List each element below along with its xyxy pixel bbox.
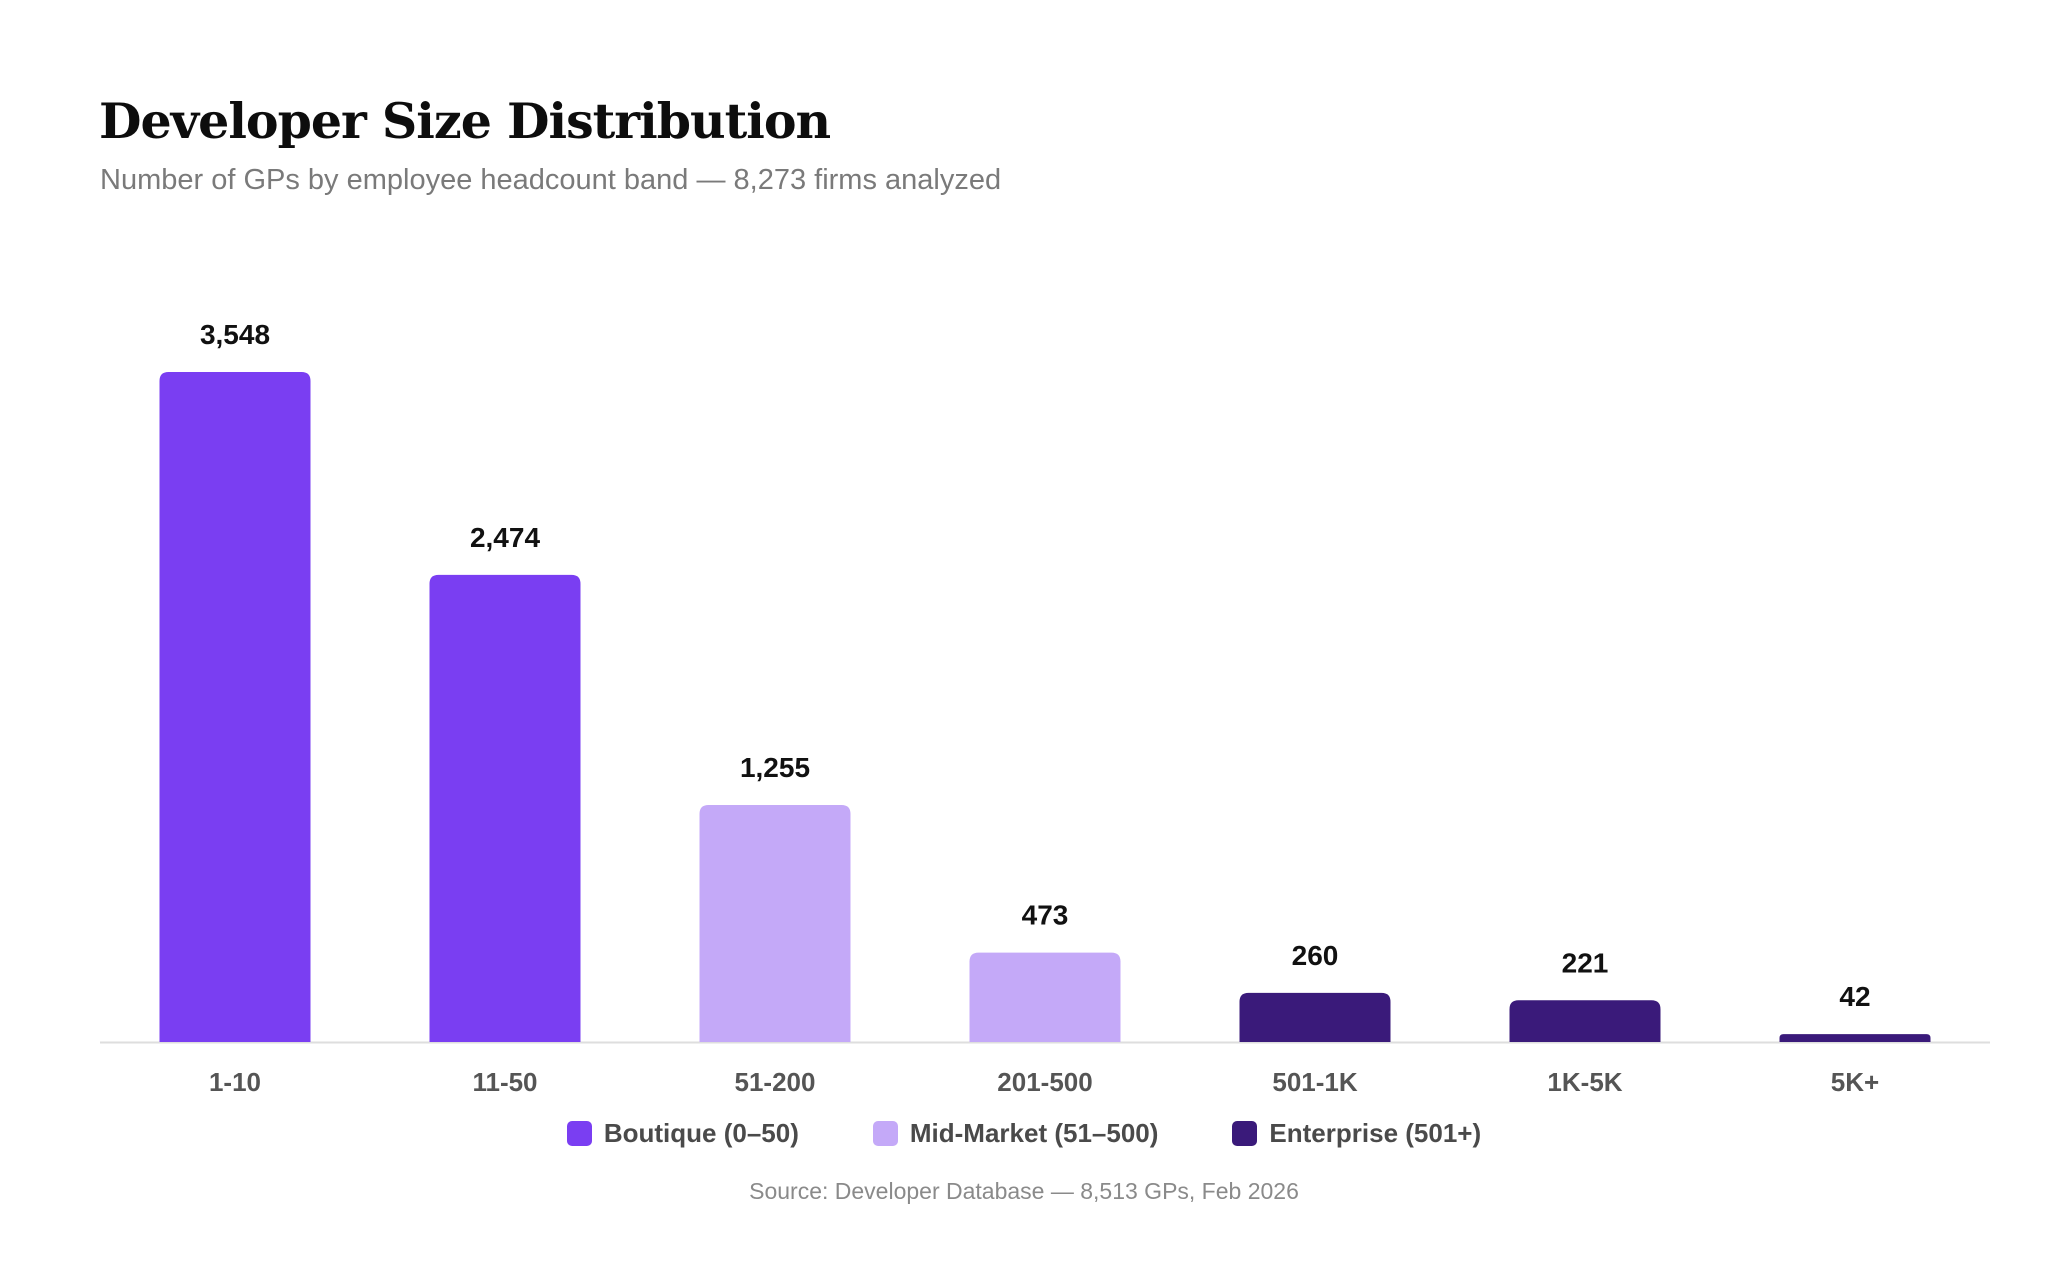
chart-title: Developer Size Distribution [99, 92, 831, 150]
bar-501-1K [1239, 992, 1391, 1042]
chart-legend: Boutique (0–50) Mid-Market (51–500) Ente… [0, 1118, 2048, 1149]
x-tick-label-1-10: 1-10 [209, 1067, 261, 1097]
legend-label-enterprise: Enterprise (501+) [1269, 1118, 1482, 1148]
legend-item-enterprise: Enterprise (501+) [1232, 1118, 1481, 1149]
legend-label-mid-market: Mid-Market (51–500) [909, 1118, 1159, 1148]
value-label-201-500: 473 [1022, 900, 1069, 931]
bar-201-500 [969, 952, 1121, 1042]
source-note: Source: Developer Database — 8,513 GPs, … [749, 1178, 1299, 1204]
legend-swatch-mid-market [872, 1121, 898, 1146]
legend-swatch-boutique [566, 1121, 592, 1146]
legend-item-boutique: Boutique (0–50) [566, 1118, 799, 1149]
value-label-5K+: 42 [1839, 981, 1870, 1012]
x-tick-label-201-500: 201-500 [997, 1067, 1092, 1097]
value-label-501-1K: 260 [1292, 940, 1339, 971]
bar-11-50 [429, 574, 581, 1042]
legend-swatch-enterprise [1232, 1121, 1258, 1146]
bar-1-10 [159, 372, 311, 1042]
value-label-1-10: 3,548 [200, 319, 270, 350]
value-label-11-50: 2,474 [470, 522, 540, 553]
legend-label-boutique: Boutique (0–50) [603, 1118, 799, 1148]
chart-subtitle: Number of GPs by employee headcount band… [100, 164, 1002, 196]
value-label-1K-5K: 221 [1562, 947, 1609, 978]
bar-51-200 [699, 805, 851, 1042]
x-tick-label-501-1K: 501-1K [1272, 1067, 1357, 1097]
value-label-51-200: 1,255 [740, 752, 810, 783]
x-tick-label-11-50: 11-50 [472, 1067, 537, 1097]
bar-5K+ [1779, 1034, 1931, 1042]
x-tick-label-5K+: 5K+ [1831, 1067, 1879, 1097]
x-tick-label-1K-5K: 1K-5K [1547, 1067, 1622, 1097]
x-tick-label-51-200: 51-200 [735, 1067, 816, 1097]
bar-1K-5K [1509, 1000, 1661, 1042]
legend-item-mid-market: Mid-Market (51–500) [872, 1118, 1159, 1149]
